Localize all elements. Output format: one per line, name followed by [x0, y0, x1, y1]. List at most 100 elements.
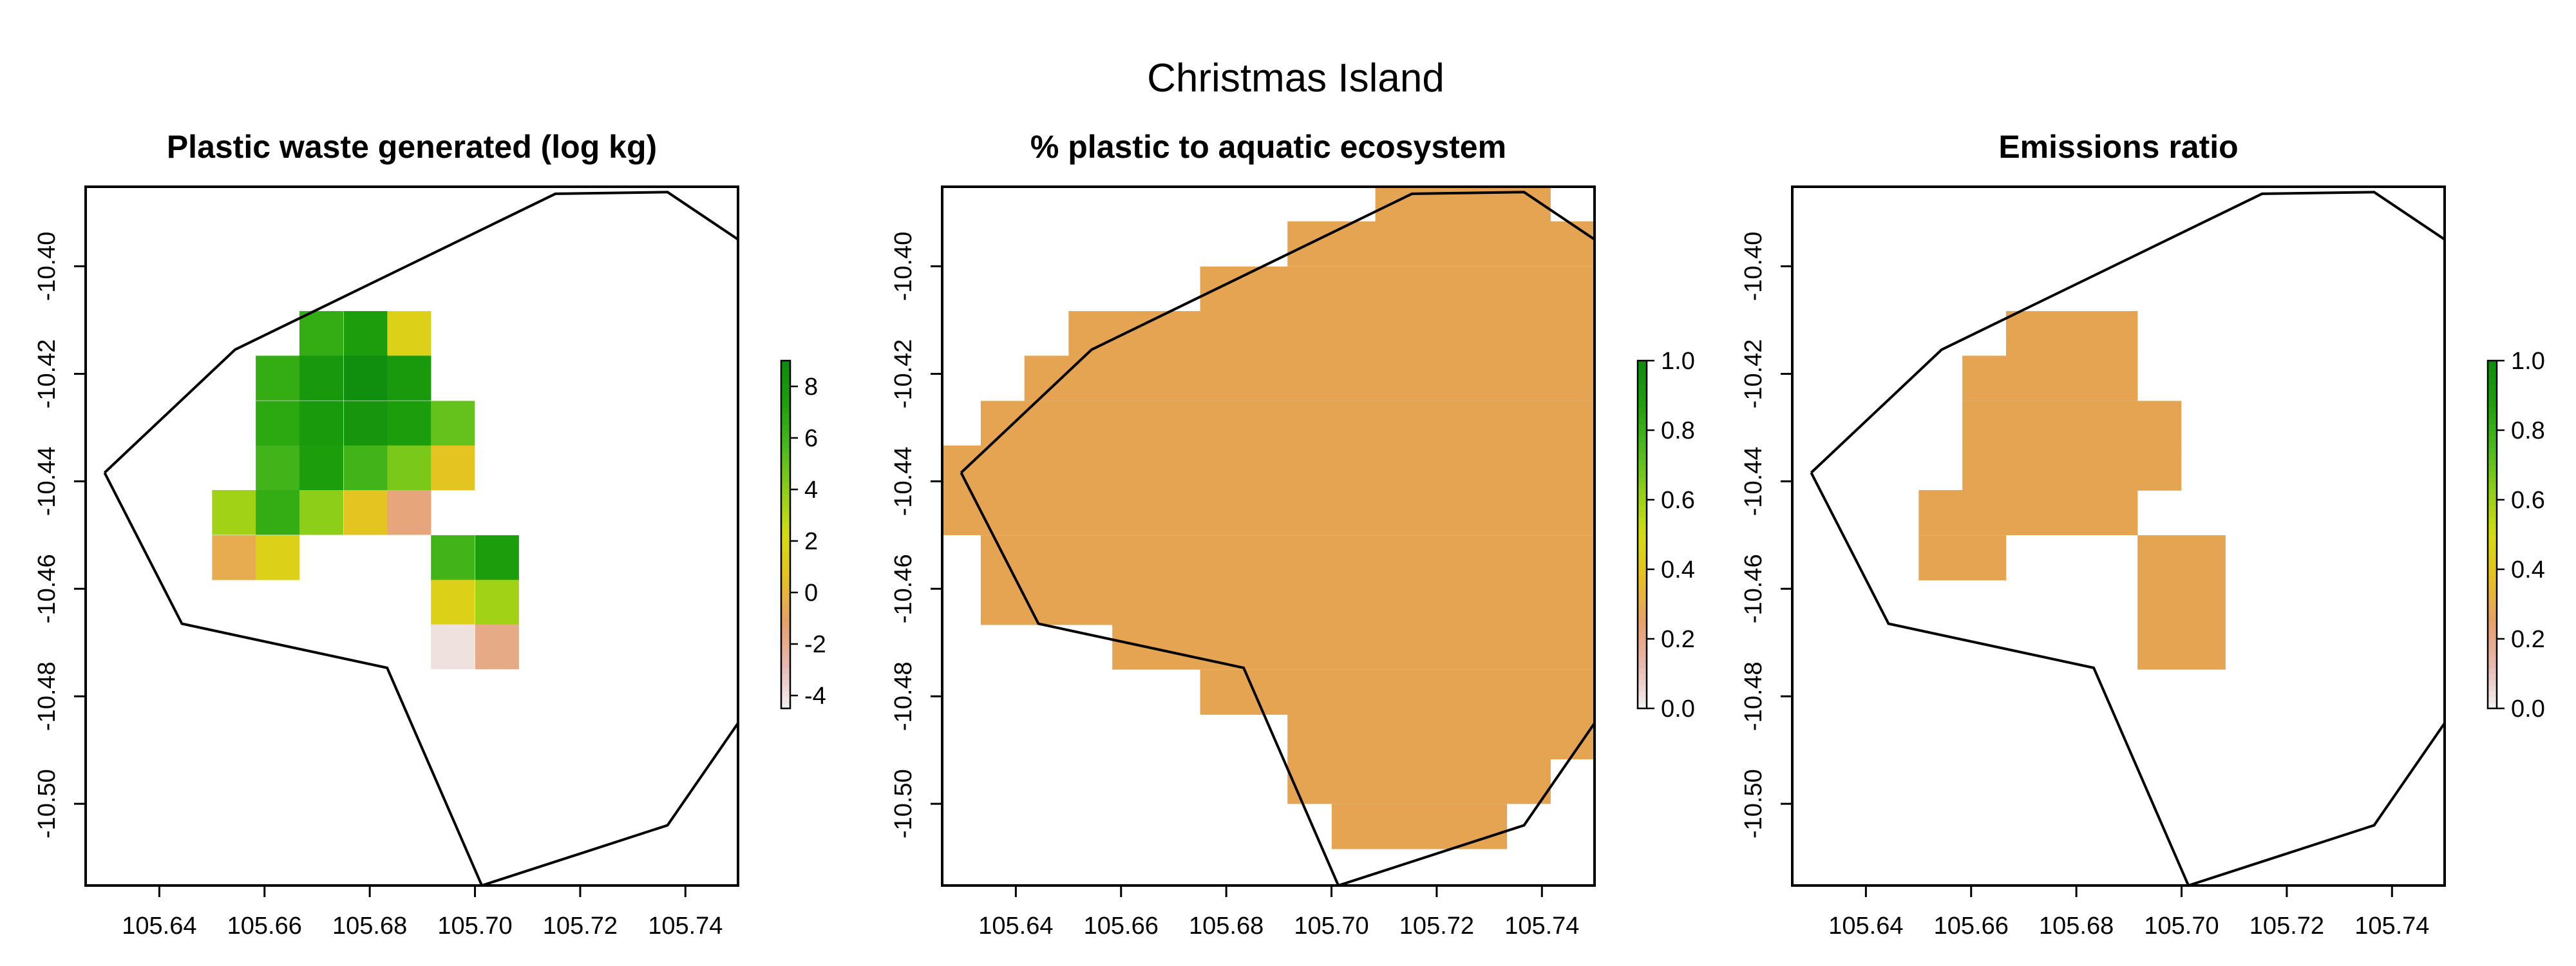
legend-bar-segment — [1638, 598, 1647, 605]
legend-bar-segment — [781, 575, 790, 582]
legend-bar-segment — [2488, 477, 2497, 483]
legend-bar-segment — [781, 674, 790, 680]
legend-tick-label: 0.4 — [2511, 556, 2545, 583]
legend-bar-segment — [2488, 511, 2497, 518]
legend-bar-segment — [1638, 587, 1647, 593]
legend-bar-segment — [2488, 697, 2497, 703]
legend-bar-segment — [2488, 488, 2497, 495]
legend-tick-label: -2 — [804, 631, 826, 658]
legend-bar-segment — [781, 639, 790, 645]
legend-bar-segment — [781, 691, 790, 697]
raster-cell — [431, 580, 475, 625]
legend-bar-segment — [2488, 494, 2497, 500]
raster-row-cells — [1918, 490, 2138, 536]
legend-bar-segment — [1638, 453, 1647, 460]
raster-row-cells — [2137, 580, 2226, 625]
legend-bar-segment — [2488, 506, 2497, 512]
legend-bar-segment — [781, 645, 790, 651]
legend-bar-segment — [781, 587, 790, 593]
legend-bar-segment — [1638, 488, 1647, 495]
raster-row-cells — [942, 445, 1595, 491]
legend-bar-segment — [2488, 587, 2497, 593]
legend-bar-segment — [1638, 627, 1647, 634]
legend-bar-segment — [1638, 430, 1647, 437]
legend-bar-segment — [781, 610, 790, 616]
y-tick-label: -10.48 — [890, 661, 917, 731]
raster-row-cells — [1200, 669, 1595, 715]
raster-row-cells — [1112, 624, 1595, 670]
legend-bar-segment — [1638, 558, 1647, 564]
legend-bar-segment — [1638, 662, 1647, 668]
legend-bar-segment — [1638, 477, 1647, 483]
y-tick-label: -10.46 — [1740, 554, 1767, 623]
legend-bar-segment — [2488, 627, 2497, 634]
x-tick-label: 105.64 — [1828, 913, 1903, 940]
legend-bar-segment — [2488, 453, 2497, 460]
legend-bar-segment — [781, 477, 790, 483]
legend-tick-label: 0.6 — [2511, 487, 2545, 514]
x-tick-label: 105.68 — [2039, 913, 2114, 940]
x-tick-label: 105.66 — [1934, 913, 2009, 940]
panel-title: Emissions ratio — [1998, 129, 2238, 165]
raster-cell — [343, 311, 388, 356]
legend-bar-segment — [1638, 471, 1647, 477]
legend-bar-segment — [2488, 500, 2497, 506]
raster-cell — [431, 401, 475, 446]
raster-cell — [256, 445, 300, 491]
plot-frame — [1791, 185, 2446, 887]
legend-bar-segment — [1638, 616, 1647, 622]
legend-bar-segment — [2488, 459, 2497, 466]
raster-row-cells — [1962, 355, 2138, 401]
legend-bar-segment — [2488, 668, 2497, 674]
legend-bar-segment — [781, 529, 790, 535]
legend-tick-label: 0.2 — [1661, 626, 1695, 653]
y-tick-label: -10.50 — [33, 769, 61, 838]
y-tick-label: -10.44 — [1740, 446, 1767, 516]
legend-bar-segment — [1638, 674, 1647, 680]
raster-row-cells — [980, 401, 1595, 446]
legend-bar-segment — [1638, 442, 1647, 448]
legend-bar-segment — [2488, 361, 2497, 367]
legend-bar-segment — [781, 372, 790, 379]
legend-bar-segment — [2488, 685, 2497, 692]
legend-bar-segment — [1638, 685, 1647, 692]
legend-bar-segment — [1638, 384, 1647, 390]
legend-bar-segment — [1638, 500, 1647, 506]
legend-bar-segment — [1638, 390, 1647, 396]
raster-cell — [431, 624, 475, 670]
y-tick-label: -10.42 — [1740, 339, 1767, 409]
raster-cell — [343, 490, 388, 535]
legend-tick-label: 0.6 — [1661, 487, 1695, 514]
legend-bar-segment — [1638, 482, 1647, 489]
legend-bar-segment — [781, 448, 790, 454]
legend-bar-segment — [1638, 668, 1647, 674]
legend-bar-segment — [2488, 645, 2497, 651]
legend-bar-segment — [781, 679, 790, 686]
y-tick-label: -10.42 — [890, 339, 917, 409]
figure-title: Christmas Island — [1147, 56, 1444, 100]
x-tick-label: 105.66 — [227, 913, 302, 940]
raster-cell — [387, 490, 431, 535]
y-tick-label: -10.46 — [890, 554, 917, 623]
raster-cell — [343, 445, 388, 491]
legend-tick-label: 1.0 — [1661, 348, 1695, 375]
legend-bar-segment — [1638, 419, 1647, 425]
legend-tick-label: -4 — [804, 683, 826, 710]
legend-bar-segment — [1638, 633, 1647, 639]
legend-bar-segment — [2488, 407, 2497, 413]
legend-tick-label: 0.8 — [2511, 417, 2545, 444]
legend-bar-segment — [781, 407, 790, 413]
legend-bar-segment — [781, 662, 790, 668]
legend-bar-segment — [2488, 656, 2497, 663]
raster-cell — [299, 355, 344, 401]
y-tick-label: -10.48 — [1740, 661, 1767, 731]
legend-tick-label: 0.8 — [1661, 417, 1695, 444]
raster-row-cells — [1918, 535, 2007, 581]
raster-cell — [343, 355, 388, 401]
legend-bar-segment — [1638, 604, 1647, 611]
legend-bar-segment — [2488, 395, 2497, 402]
legend-bar-segment — [1638, 494, 1647, 500]
legend-bar-segment — [781, 401, 790, 408]
raster-cell — [431, 445, 475, 491]
